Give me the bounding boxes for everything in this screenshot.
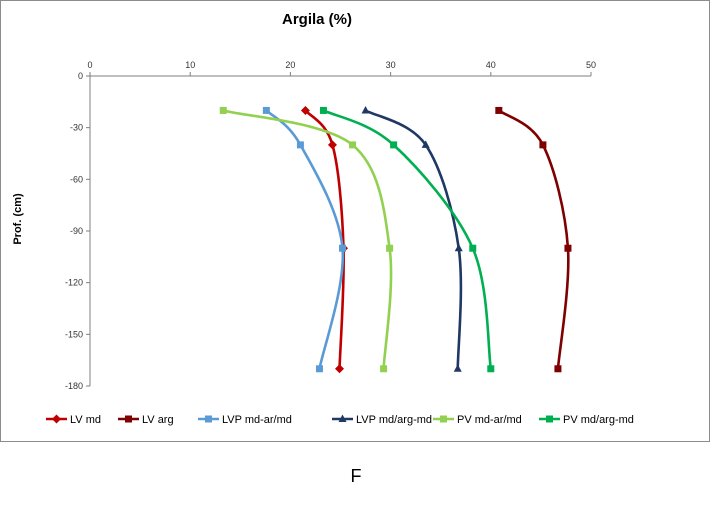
chart: Argila (%) Prof. (cm) 0 10 20 30 40 50 0 -30 -60… (12, 11, 634, 426)
legend-swatch-marker (205, 415, 212, 423)
data-point (327, 140, 337, 150)
x-tick-label: 20 (285, 60, 295, 70)
y-tick-label: -180 (65, 381, 83, 391)
chart-frame: Argila (%) Prof. (cm) 0 10 20 30 40 50 0 -30 -60… (0, 0, 710, 442)
data-point (539, 141, 547, 149)
series-line (322, 109, 493, 371)
figure-label: F (350, 466, 362, 486)
series-line (364, 109, 463, 371)
x-tick-label: 30 (386, 60, 396, 70)
data-point (454, 243, 463, 252)
data-point (453, 364, 462, 372)
series-line (304, 109, 345, 371)
legend-swatch-marker (125, 415, 132, 423)
series-line (497, 109, 570, 371)
data-point (361, 105, 370, 114)
series-5 (219, 106, 394, 373)
legend-label: LVP md-ar/md (222, 414, 292, 426)
legend-swatch-marker (546, 415, 553, 423)
series-layer (219, 105, 572, 374)
legend-item: LVP md-ar/md (198, 414, 292, 426)
legend-swatch-marker (440, 415, 447, 423)
legend-item: LV arg (118, 414, 174, 426)
data-point (386, 244, 394, 252)
y-axis-label: Prof. (cm) (12, 193, 24, 245)
data-point (564, 244, 572, 252)
legend-item: PV md-ar/md (433, 414, 522, 426)
y-tick-label: -90 (70, 226, 83, 236)
data-point (315, 365, 323, 373)
y-tick-label: -120 (65, 278, 83, 288)
data-point (487, 365, 495, 373)
legend-item: LV md (46, 414, 101, 426)
y-tick-label: -30 (70, 123, 83, 133)
data-point (421, 140, 430, 148)
x-tick-label: 40 (486, 60, 496, 70)
data-point (380, 365, 388, 373)
legend-label: PV md-ar/md (457, 414, 522, 426)
series-line (221, 109, 393, 371)
y-tick-label: -150 (65, 329, 83, 339)
legend-item: PV md/arg-md (539, 414, 634, 426)
data-point (469, 244, 477, 252)
legend-label: LV md (70, 414, 101, 426)
legend-swatch-marker (52, 414, 61, 424)
data-point (339, 244, 347, 252)
y-tick-label: 0 (78, 71, 83, 81)
data-point (262, 106, 270, 114)
series-line (265, 109, 345, 371)
series-2 (495, 106, 572, 373)
data-point (334, 364, 344, 374)
series-3 (262, 106, 347, 373)
legend: LV md LV arg LVP md-ar/md LVP md/arg-md PV m… (46, 414, 634, 426)
x-tick-label: 50 (586, 60, 596, 70)
legend-label: LV arg (142, 414, 174, 426)
axes: 0 10 20 30 40 50 0 -30 -60 -90 -120 -150 -180 (65, 60, 596, 391)
series-4 (361, 105, 463, 372)
chart-title: Argila (%) (282, 11, 352, 28)
data-point (219, 106, 227, 114)
legend-swatch-marker (338, 414, 347, 422)
data-point (319, 106, 327, 114)
data-point (495, 106, 503, 114)
series-6 (319, 106, 495, 373)
y-tick-label: -60 (70, 174, 83, 184)
data-point (300, 105, 310, 115)
legend-label: PV md/arg-md (563, 414, 634, 426)
data-point (390, 141, 398, 149)
data-point (296, 141, 304, 149)
x-tick-label: 0 (87, 60, 92, 70)
data-point (554, 365, 562, 373)
data-point (349, 141, 357, 149)
legend-label: LVP md/arg-md (356, 414, 432, 426)
x-tick-label: 10 (185, 60, 195, 70)
legend-item: LVP md/arg-md (332, 414, 432, 426)
